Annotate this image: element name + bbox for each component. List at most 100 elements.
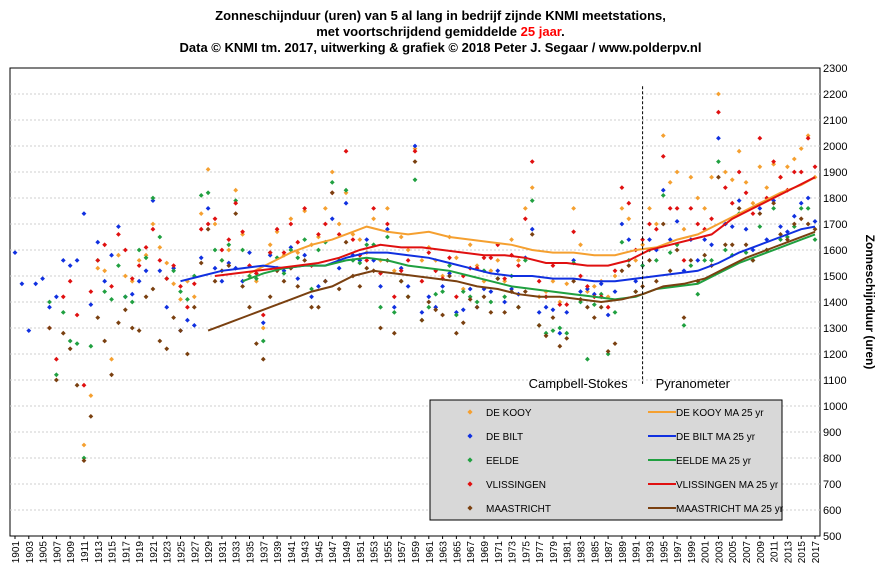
point-de-bilt	[529, 226, 535, 232]
point-de-kooy	[143, 252, 149, 258]
point-vlissingen	[88, 289, 94, 294]
point-de-kooy	[391, 268, 397, 274]
point-de-bilt	[598, 281, 604, 287]
point-de-bilt	[150, 198, 156, 203]
legend-marker	[467, 505, 473, 511]
point-de-kooy	[791, 156, 797, 162]
point-maastricht	[247, 304, 252, 310]
point-maastricht	[798, 216, 804, 222]
point-de-kooy	[385, 206, 390, 211]
point-vlissingen	[750, 211, 756, 216]
point-de-bilt	[295, 276, 301, 281]
point-eelde	[129, 299, 135, 305]
point-vlissingen	[722, 185, 728, 190]
point-vlissingen	[129, 276, 135, 281]
point-de-kooy	[419, 258, 425, 263]
point-eelde	[357, 260, 363, 266]
x-tick-label: 2003	[714, 541, 725, 564]
point-de-kooy	[171, 281, 177, 287]
point-vlissingen	[564, 302, 570, 307]
point-de-bilt	[247, 250, 252, 255]
point-de-kooy	[95, 265, 101, 271]
point-de-bilt	[302, 252, 308, 258]
point-maastricht	[378, 325, 383, 331]
point-de-kooy	[260, 325, 266, 331]
point-vlissingen	[453, 294, 459, 300]
point-de-bilt	[453, 310, 459, 315]
legend-label: MAASTRICHT MA 25 yr	[676, 504, 784, 515]
point-eelde	[605, 351, 611, 357]
point-de-bilt	[440, 284, 445, 289]
point-maastricht	[681, 315, 687, 320]
point-maastricht	[743, 242, 749, 248]
point-vlissingen	[74, 312, 80, 318]
point-vlissingen	[812, 164, 818, 170]
point-maastricht	[674, 247, 680, 253]
point-eelde	[343, 187, 349, 193]
x-tick-label: 1937	[259, 541, 270, 564]
point-de-bilt	[550, 307, 556, 313]
point-maastricht	[253, 341, 259, 346]
point-de-kooy	[205, 167, 211, 172]
legend-marker	[467, 409, 473, 415]
point-de-kooy	[316, 234, 321, 240]
point-de-kooy	[619, 206, 625, 211]
point-vlissingen	[729, 200, 735, 206]
point-de-kooy	[157, 245, 163, 250]
x-tick-label: 1915	[108, 541, 119, 564]
point-de-bilt	[495, 268, 501, 274]
point-de-bilt	[578, 289, 583, 294]
point-eelde	[688, 263, 694, 268]
point-de-kooy	[516, 258, 521, 263]
point-eelde	[191, 273, 197, 279]
point-de-kooy	[612, 273, 618, 279]
point-de-kooy	[653, 221, 659, 227]
point-de-bilt	[171, 265, 177, 271]
point-eelde	[433, 291, 439, 297]
point-vlissingen	[578, 273, 583, 279]
point-eelde	[529, 198, 535, 203]
x-tick-label: 1949	[342, 541, 353, 564]
x-tick-label: 1955	[383, 541, 394, 564]
point-de-kooy	[481, 278, 487, 284]
point-de-kooy	[212, 221, 218, 227]
point-de-kooy	[329, 169, 335, 175]
point-eelde	[233, 198, 239, 203]
point-de-bilt	[557, 330, 563, 336]
point-de-bilt	[695, 258, 701, 263]
point-de-bilt	[571, 258, 577, 263]
point-de-kooy	[647, 206, 652, 211]
point-maastricht	[729, 242, 735, 248]
point-eelde	[281, 271, 287, 276]
point-maastricht	[136, 328, 142, 333]
line-vlissingen-ma-25-yr	[214, 176, 816, 277]
point-de-kooy	[198, 211, 204, 216]
point-eelde	[474, 299, 480, 305]
point-vlissingen	[557, 302, 563, 307]
point-de-bilt	[591, 291, 597, 297]
point-eelde	[378, 304, 383, 310]
point-maastricht	[405, 294, 411, 300]
point-maastricht	[212, 278, 218, 284]
point-maastricht	[488, 310, 494, 315]
x-tick-label: 1917	[121, 541, 132, 564]
point-de-kooy	[81, 442, 87, 448]
point-de-kooy	[709, 174, 714, 180]
point-eelde	[771, 206, 777, 211]
point-de-bilt	[729, 224, 735, 229]
point-de-kooy	[460, 286, 466, 292]
point-maastricht	[178, 328, 183, 333]
x-tick-label: 1941	[287, 541, 298, 564]
point-vlissingen	[198, 226, 204, 232]
point-de-kooy	[550, 278, 556, 284]
point-de-kooy	[474, 263, 480, 268]
point-de-bilt	[502, 299, 508, 305]
point-de-kooy	[412, 146, 418, 151]
point-eelde	[260, 338, 266, 344]
x-tick-label: 1947	[328, 541, 339, 564]
point-eelde	[122, 294, 128, 300]
point-de-kooy	[274, 229, 280, 235]
point-eelde	[247, 273, 252, 279]
